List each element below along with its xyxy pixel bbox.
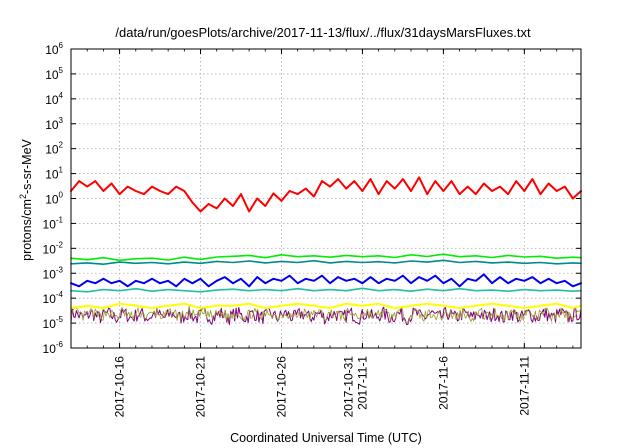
y-tick-base: 10 — [45, 118, 59, 132]
y-tick-label: 106 — [45, 41, 63, 57]
y-tick-base: 10 — [45, 68, 59, 82]
y-tick-exponent: 0 — [59, 191, 64, 200]
y-tick-exponent: 2 — [59, 141, 64, 150]
y-tick-exponent: 1 — [59, 166, 64, 175]
noisy-series-line — [70, 306, 582, 323]
y-tick-label: 103 — [45, 116, 63, 132]
series-line — [70, 287, 582, 293]
x-tick-label: 2017-10-21 — [194, 356, 208, 418]
y-axis-label: protons/cm2-s-sr-MeV — [18, 138, 34, 260]
y-tick-exponent: 6 — [59, 41, 64, 50]
y-tick-label: 104 — [45, 91, 63, 107]
x-axis-ticks: 2017-10-16 2017-10-21 2017-10-26 2017-10-31… — [86, 49, 574, 418]
x-tick-label: 2017-10-31 — [341, 356, 355, 418]
plot-frame — [70, 48, 582, 349]
y-tick-base: 10 — [43, 292, 57, 306]
data-series — [70, 176, 582, 325]
y-tick-base: 10 — [45, 43, 59, 57]
series-line — [70, 259, 582, 266]
y-tick-base: 10 — [45, 143, 59, 157]
y-tick-label: 10-3 — [43, 265, 64, 281]
x-axis-label: Coordinated Universal Time (UTC) — [230, 431, 422, 445]
y-tick-exponent: -5 — [56, 315, 64, 324]
series-line — [70, 253, 582, 262]
y-tick-label: 100 — [45, 191, 63, 207]
y-tick-exponent: -6 — [56, 340, 64, 349]
x-tick-label: 2017-11-11 — [517, 356, 531, 416]
series-line — [70, 273, 582, 288]
series-line — [70, 176, 582, 213]
y-tick-base: 10 — [45, 193, 59, 207]
y-tick-exponent: 3 — [59, 116, 64, 125]
chart-title: /data/run/goesPlots/archive/2017-11-13/f… — [115, 25, 531, 40]
y-tick-exponent: -2 — [56, 240, 64, 249]
y-tick-label: 10-1 — [43, 215, 64, 231]
y-axis-label-main: protons/cm — [20, 199, 34, 261]
x-tick-label: 2017-10-16 — [113, 356, 127, 418]
y-axis-label-tail: -s-sr-MeV — [20, 138, 34, 194]
y-tick-base: 10 — [43, 342, 57, 356]
y-tick-base: 10 — [45, 93, 59, 107]
y-tick-exponent: -3 — [56, 265, 64, 274]
x-tick-label: 2017-11-6 — [436, 356, 450, 410]
y-tick-exponent: -4 — [56, 290, 64, 299]
x-tick-label: 2017-10-26 — [274, 356, 288, 418]
y-tick-label: 10-6 — [43, 340, 64, 356]
y-tick-label: 101 — [45, 166, 63, 182]
y-tick-base: 10 — [43, 242, 57, 256]
y-tick-base: 10 — [43, 267, 57, 281]
y-tick-base: 10 — [45, 168, 59, 182]
y-axis-ticks: 10-610-510-410-310-210-11001011021031041… — [43, 41, 581, 356]
x-tick-label: 2017-11-1 — [355, 356, 369, 410]
y-tick-label: 10-5 — [43, 315, 64, 331]
y-tick-label: 10-2 — [43, 240, 64, 256]
grid-lines — [71, 49, 581, 348]
y-tick-base: 10 — [43, 217, 57, 231]
y-tick-base: 10 — [43, 317, 57, 331]
y-axis-label-sup: 2 — [18, 194, 28, 199]
y-tick-label: 10-4 — [43, 290, 64, 306]
y-tick-label: 102 — [45, 141, 63, 157]
series-line — [70, 302, 582, 310]
y-tick-exponent: -1 — [56, 215, 64, 224]
y-tick-exponent: 5 — [59, 66, 64, 75]
y-tick-label: 105 — [45, 66, 63, 82]
y-tick-exponent: 4 — [59, 91, 64, 100]
